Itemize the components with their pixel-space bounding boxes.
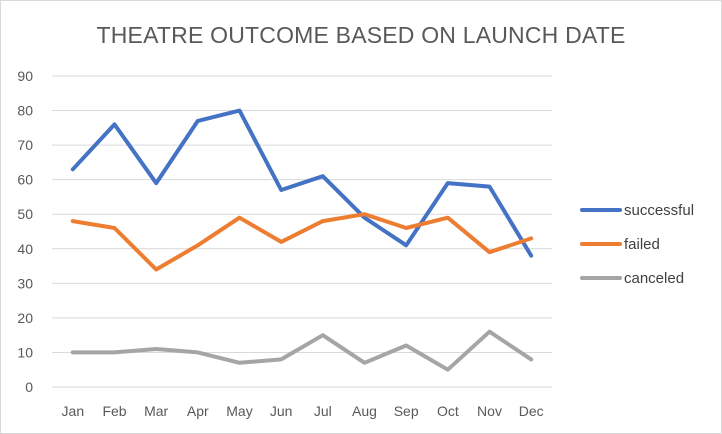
- x-tick-label: Mar: [144, 403, 168, 419]
- y-tick-label: 10: [17, 344, 33, 360]
- x-tick-label: May: [226, 403, 252, 419]
- legend: successful failed canceled: [580, 202, 694, 287]
- x-tick-label: Dec: [519, 403, 544, 419]
- x-tick-label: Jun: [270, 403, 293, 419]
- series-line-failed: [70, 212, 534, 272]
- series-lines: [70, 108, 534, 372]
- y-tick-label: 0: [25, 379, 33, 395]
- y-tick-label: 20: [17, 310, 33, 326]
- chart-title: THEATRE OUTCOME BASED ON LAUNCH DATE: [96, 22, 626, 48]
- series-line-successful: [70, 108, 534, 258]
- legend-label-failed: failed: [624, 236, 660, 253]
- y-axis-ticks: 0 10 20 30 40 50 60 70 80 90: [17, 68, 33, 395]
- legend-label-canceled: canceled: [624, 270, 684, 287]
- x-tick-label: Jan: [62, 403, 85, 419]
- legend-label-successful: successful: [624, 202, 694, 219]
- y-tick-label: 60: [17, 172, 33, 188]
- y-tick-label: 80: [17, 103, 33, 119]
- y-tick-label: 90: [17, 68, 33, 84]
- x-tick-label: Oct: [437, 403, 459, 419]
- y-tick-label: 50: [17, 206, 33, 222]
- x-tick-label: Nov: [477, 403, 502, 419]
- gridlines: [52, 75, 552, 388]
- series-line-canceled: [70, 329, 534, 372]
- y-tick-label: 40: [17, 241, 33, 257]
- y-tick-label: 70: [17, 137, 33, 153]
- x-tick-label: Apr: [187, 403, 209, 419]
- x-tick-label: Sep: [394, 403, 419, 419]
- x-tick-label: Feb: [102, 403, 126, 419]
- x-tick-label: Jul: [314, 403, 332, 419]
- y-tick-label: 30: [17, 275, 33, 291]
- x-tick-label: Aug: [352, 403, 377, 419]
- x-axis-ticks: Jan Feb Mar Apr May Jun Jul Aug Sep Oct Nov Dec: [62, 403, 544, 419]
